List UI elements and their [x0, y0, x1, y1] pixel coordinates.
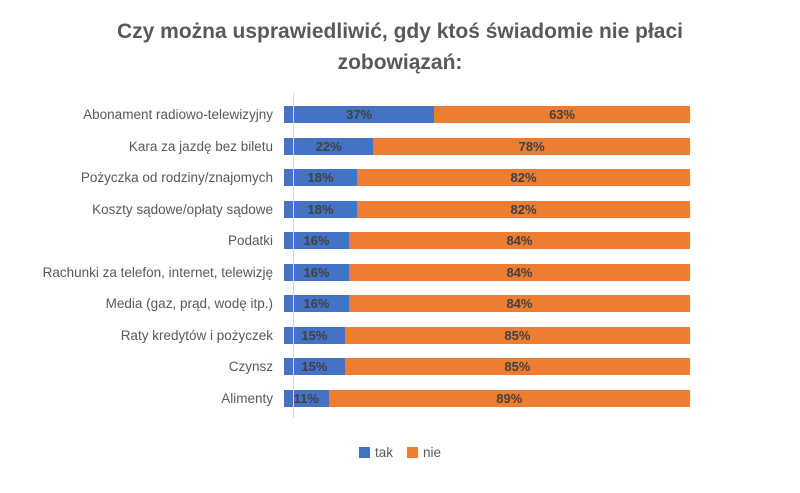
bar-track: 16% 84%	[284, 263, 690, 281]
category-label: Pożyczka od rodziny/znajomych	[80, 170, 273, 186]
legend-swatch-tak-icon	[358, 447, 370, 459]
category-label: Kara za jazdę bez biletu	[128, 138, 273, 154]
bar-track: 11% 89%	[284, 389, 690, 407]
chart-row: Czynsz 15% 85%	[0, 351, 800, 383]
bar-track: 22% 78%	[284, 137, 690, 155]
data-label-tak: 37%	[346, 107, 373, 123]
category-label: Koszty sądowe/opłaty sądowe	[92, 201, 273, 217]
bar-segment-tak: 16%	[284, 295, 349, 313]
bar-segment-nie: 63%	[434, 106, 690, 124]
bar-track: 16% 84%	[284, 232, 690, 250]
category-label: Abonament radiowo-telewizyjny	[83, 107, 273, 123]
data-label-nie: 84%	[506, 296, 533, 312]
data-label-tak: 15%	[301, 359, 328, 375]
bar-track: 18% 82%	[284, 200, 690, 218]
data-label-tak: 18%	[307, 201, 334, 217]
bar-segment-nie: 78%	[373, 137, 690, 155]
bar-segment-tak: 18%	[284, 169, 358, 187]
category-label: Czynsz	[228, 359, 273, 375]
chart-row: Alimenty 11% 89%	[0, 383, 800, 415]
data-label-tak: 18%	[307, 170, 334, 186]
data-label-tak: 16%	[303, 264, 330, 280]
category-label: Raty kredytów i pożyczek	[120, 327, 273, 343]
plot-area: Abonament radiowo-telewizyjny 37% 63% Kara …	[0, 93, 800, 419]
data-label-nie: 82%	[510, 170, 537, 186]
legend-label-nie: nie	[423, 445, 442, 461]
bar-segment-nie: 84%	[348, 263, 690, 281]
legend-swatch-nie-icon	[407, 447, 418, 459]
chart-row: Kara za jazdę bez biletu 22% 78%	[0, 131, 800, 163]
category-label: Alimenty	[221, 390, 273, 406]
category-label: Media (gaz, prąd, wodę itp.)	[105, 296, 273, 312]
bar-segment-tak: 37%	[284, 106, 435, 124]
legend-item-nie: nie	[407, 445, 441, 460]
chart-row: Rachunki za telefon, internet, telewizję…	[0, 257, 800, 289]
chart-row: Media (gaz, prąd, wodę itp.) 16% 84%	[0, 288, 800, 320]
category-label: Podatki	[227, 233, 273, 249]
bar-segment-nie: 84%	[348, 295, 690, 313]
data-label-tak: 22%	[315, 138, 342, 154]
bar-segment-nie: 82%	[357, 169, 690, 187]
bar-track: 15% 85%	[284, 358, 690, 376]
bar-segment-tak: 22%	[284, 137, 374, 155]
bar-segment-tak: 15%	[284, 358, 345, 376]
legend-item-tak: tak	[358, 445, 393, 461]
data-label-nie: 89%	[496, 390, 523, 406]
legend: tak nie	[0, 445, 800, 460]
data-label-tak: 11%	[293, 390, 319, 406]
bar-segment-nie: 85%	[344, 358, 690, 376]
chart-row: Koszty sądowe/opłaty sądowe 18% 82%	[0, 194, 800, 226]
category-label: Rachunki za telefon, internet, telewizję	[42, 264, 273, 280]
bar-segment-tak: 16%	[284, 232, 349, 250]
chart-row: Raty kredytów i pożyczek 15% 85%	[0, 320, 800, 352]
data-label-nie: 85%	[504, 327, 531, 343]
bar-segment-tak: 11%	[284, 389, 329, 407]
bar-track: 16% 84%	[284, 295, 690, 313]
bar-segment-nie: 89%	[328, 389, 690, 407]
data-label-nie: 82%	[510, 201, 537, 217]
chart-row: Abonament radiowo-telewizyjny 37% 63%	[0, 99, 800, 131]
data-label-tak: 16%	[303, 233, 330, 249]
data-label-nie: 63%	[549, 107, 576, 123]
bar-segment-tak: 18%	[284, 200, 358, 218]
stacked-bar-chart: Czy można usprawiedliwić, gdy ktoś świad…	[0, 16, 800, 493]
category-axis-line	[293, 93, 294, 419]
bar-segment-tak: 16%	[284, 263, 349, 281]
bar-track: 37% 63%	[284, 106, 690, 124]
bar-segment-tak: 15%	[284, 326, 345, 344]
bar-segment-nie: 84%	[348, 232, 690, 250]
chart-row: Podatki 16% 84%	[0, 225, 800, 257]
legend-label-tak: tak	[374, 445, 393, 461]
data-label-nie: 84%	[506, 264, 533, 280]
bar-segment-nie: 85%	[344, 326, 690, 344]
data-label-nie: 78%	[518, 138, 545, 154]
data-label-tak: 15%	[301, 327, 328, 343]
bar-track: 15% 85%	[284, 326, 690, 344]
bar-segment-nie: 82%	[357, 200, 690, 218]
data-label-nie: 85%	[504, 359, 531, 375]
chart-title: Czy można usprawiedliwić, gdy ktoś świad…	[117, 20, 683, 75]
data-label-nie: 84%	[506, 233, 533, 249]
bar-rows: Abonament radiowo-telewizyjny 37% 63% Kara …	[0, 99, 800, 414]
chart-row: Pożyczka od rodziny/znajomych 18% 82%	[0, 162, 800, 194]
data-label-tak: 16%	[303, 296, 330, 312]
bar-track: 18% 82%	[284, 169, 690, 187]
